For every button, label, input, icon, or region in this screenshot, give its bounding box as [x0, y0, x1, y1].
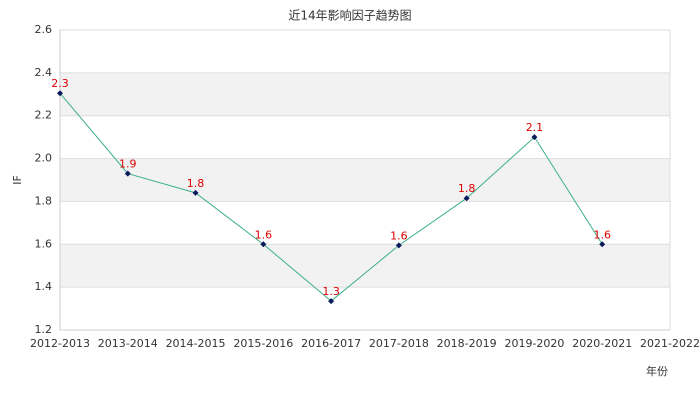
data-label: 1.6 [593, 228, 611, 241]
data-label: 1.6 [255, 228, 273, 241]
x-tick-label: 2015-2016 [233, 337, 293, 350]
x-axis-label: 年份 [646, 364, 668, 378]
x-tick-label: 2019-2020 [504, 337, 564, 350]
x-tick-label: 2020-2021 [572, 337, 632, 350]
y-tick-label: 1.6 [35, 237, 53, 250]
y-tick-label: 1.4 [35, 280, 53, 293]
x-tick-label: 2012-2013 [30, 337, 90, 350]
y-tick-label: 2.6 [35, 23, 53, 36]
x-tick-label: 2017-2018 [369, 337, 429, 350]
x-tick-label: 2018-2019 [437, 337, 497, 350]
data-label: 1.6 [390, 229, 408, 242]
y-tick-label: 1.8 [35, 194, 53, 207]
data-label: 1.8 [187, 177, 205, 190]
grid-band [60, 244, 670, 288]
data-label: 2.1 [526, 121, 544, 134]
grid-band [60, 72, 670, 116]
x-tick-label: 2013-2014 [98, 337, 158, 350]
data-label: 1.8 [458, 182, 476, 195]
y-tick-label: 2.0 [35, 152, 53, 165]
point-marker [395, 242, 402, 249]
x-tick-label: 2014-2015 [166, 337, 226, 350]
x-tick-label: 2021-2022 [640, 337, 700, 350]
data-label: 2.3 [51, 77, 69, 90]
y-tick-label: 2.2 [35, 109, 53, 122]
x-tick-label: 2016-2017 [301, 337, 361, 350]
y-axis-label: IF [11, 175, 24, 185]
grid-band [60, 158, 670, 202]
point-marker [192, 189, 199, 196]
data-label: 1.3 [322, 285, 340, 298]
y-tick-label: 1.2 [35, 323, 53, 336]
data-label: 1.9 [119, 158, 137, 171]
point-marker [531, 134, 538, 141]
chart-title: 近14年影响因子趋势图 [288, 8, 411, 23]
point-marker [57, 90, 63, 97]
point-marker [260, 241, 267, 248]
point-marker [599, 241, 606, 248]
point-marker [463, 195, 470, 202]
y-tick-label: 2.4 [35, 66, 53, 79]
point-marker [124, 170, 131, 177]
point-marker [328, 298, 335, 305]
